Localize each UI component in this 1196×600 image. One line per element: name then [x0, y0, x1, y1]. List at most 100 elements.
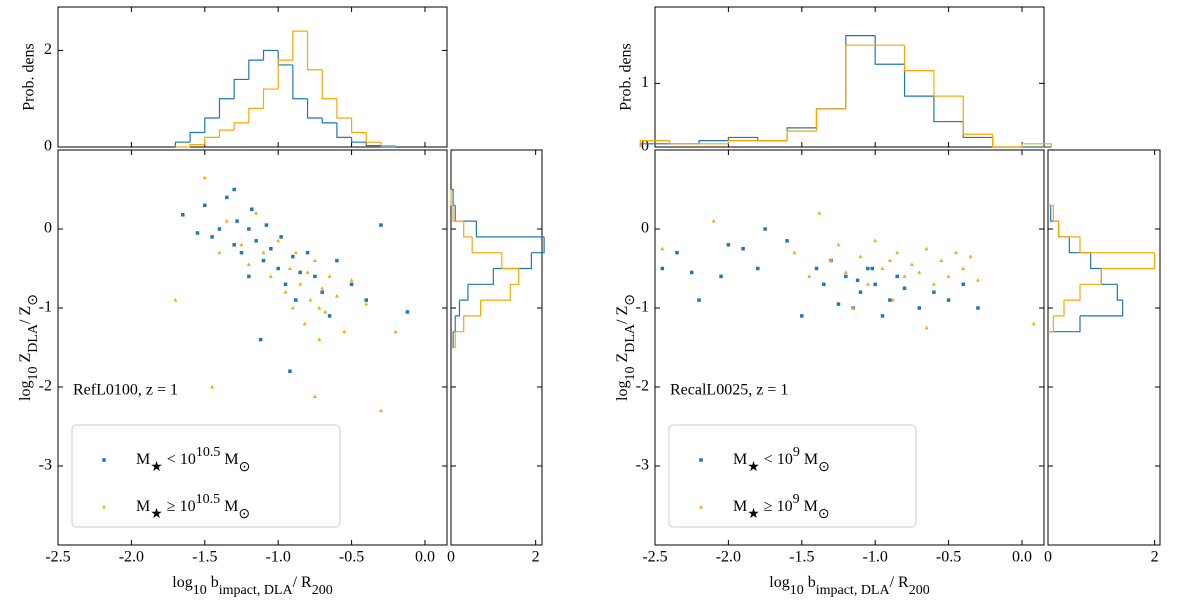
- scatter-point: [719, 274, 723, 279]
- label-part: < 10: [760, 451, 793, 468]
- scatter-point: [247, 274, 251, 279]
- label-part: b: [804, 574, 816, 591]
- scatter-point: [291, 254, 295, 259]
- scatter-point: [785, 239, 789, 243]
- scatter-point: [902, 286, 907, 290]
- histogram-step: [992, 134, 1022, 148]
- histogram-step: [727, 140, 758, 144]
- scatter-point: [268, 274, 273, 278]
- histogram-step: [450, 189, 454, 206]
- legend-marker: [699, 504, 703, 509]
- label-part: 200: [909, 583, 930, 598]
- scatter-point: [895, 250, 900, 255]
- histogram-step: [453, 315, 456, 333]
- histogram-step: [1080, 300, 1124, 317]
- scatter-point: [822, 282, 826, 287]
- scatter-point: [902, 274, 907, 278]
- histogram-step: [321, 69, 337, 100]
- side-hist-axes: [450, 149, 543, 546]
- histogram-step: [786, 127, 817, 141]
- histogram-step: [454, 205, 477, 222]
- y-tick-label: -3: [39, 457, 52, 474]
- scatter-point: [283, 290, 288, 294]
- scatter-point: [953, 250, 958, 255]
- scatter-point: [814, 266, 819, 271]
- label-part: ⊙: [238, 507, 250, 522]
- histogram-step: [510, 268, 520, 285]
- label-part: 10: [790, 583, 804, 598]
- label-part: log: [614, 381, 631, 401]
- scatter-point: [976, 306, 980, 310]
- histogram-step: [365, 142, 381, 147]
- histogram-step: [218, 98, 235, 119]
- scatter-point: [961, 266, 966, 270]
- histogram-step: [262, 49, 279, 61]
- scatter-point: [378, 408, 383, 413]
- scatter-point: [817, 211, 822, 215]
- scatter-point: [909, 262, 914, 267]
- label-part: 9: [793, 492, 800, 507]
- label-part: Z: [614, 353, 631, 367]
- histogram-step: [451, 331, 456, 349]
- label-part: ⊙: [623, 294, 638, 306]
- histogram-step: [248, 59, 264, 80]
- scatter-point: [917, 270, 922, 274]
- side-hist-tick-label: 0: [1044, 549, 1052, 566]
- label-part: 10.5: [196, 445, 221, 460]
- scatter-point: [946, 298, 951, 302]
- histogram-step: [531, 236, 545, 254]
- scatter-point: [866, 266, 870, 271]
- y-tick-label: -1: [636, 299, 649, 316]
- label-part: / R: [890, 574, 909, 591]
- label-part: ⊙: [818, 460, 830, 475]
- scatter-point: [254, 239, 258, 243]
- side-hist-tick-label: 0: [447, 549, 455, 566]
- x-tick-label: -1.5: [789, 549, 814, 566]
- y-tick-label: 0: [44, 220, 52, 237]
- histogram-step: [218, 129, 235, 138]
- scatter-point: [210, 235, 214, 239]
- label-part: DLA: [26, 323, 41, 353]
- scatter-point: [741, 247, 745, 251]
- scatter-point: [870, 266, 875, 271]
- scatter-point: [726, 243, 731, 247]
- x-tick-label: -1.5: [192, 549, 217, 566]
- scatter-point: [210, 384, 215, 389]
- histogram-step: [1021, 143, 1052, 147]
- label-part: ⊙: [818, 507, 830, 522]
- x-tick-label: -2.0: [119, 549, 144, 566]
- label-part: M: [733, 451, 747, 468]
- histogram-step: [174, 141, 191, 147]
- histogram-step: [455, 300, 461, 317]
- scatter-point: [844, 274, 848, 279]
- x-tick-label: 0.0: [415, 549, 435, 566]
- scatter-point: [836, 242, 841, 247]
- label-part: ⊙: [239, 460, 251, 475]
- top-hist-tick-label: 1: [641, 74, 649, 91]
- scatter-point: [711, 218, 716, 223]
- y-tick-label: -1: [39, 299, 52, 316]
- histogram-step: [1048, 315, 1054, 333]
- scatter-point: [946, 274, 951, 278]
- scatter-point: [287, 266, 292, 270]
- scatter-point: [932, 290, 936, 294]
- scatter-point: [317, 337, 322, 342]
- scatter-point: [246, 262, 251, 267]
- scatter-point: [232, 187, 236, 192]
- histogram-step: [933, 96, 964, 123]
- scatter-point: [250, 207, 254, 211]
- scatter-point: [843, 270, 848, 274]
- scatter-point: [855, 278, 860, 283]
- label-part: impact, DLA: [219, 583, 294, 598]
- top-hist-tick-label: 0: [44, 138, 52, 155]
- scatter-point: [290, 305, 295, 310]
- x-tick-label: 0.0: [1012, 549, 1032, 566]
- annotation: RefL0100, z = 1: [73, 382, 178, 399]
- x-tick-label: -2.5: [642, 549, 667, 566]
- histogram-step: [1080, 268, 1102, 285]
- label-part: < 10: [163, 451, 196, 468]
- scatter-point: [880, 314, 885, 318]
- histogram-step: [292, 30, 308, 61]
- histogram-step: [669, 140, 700, 145]
